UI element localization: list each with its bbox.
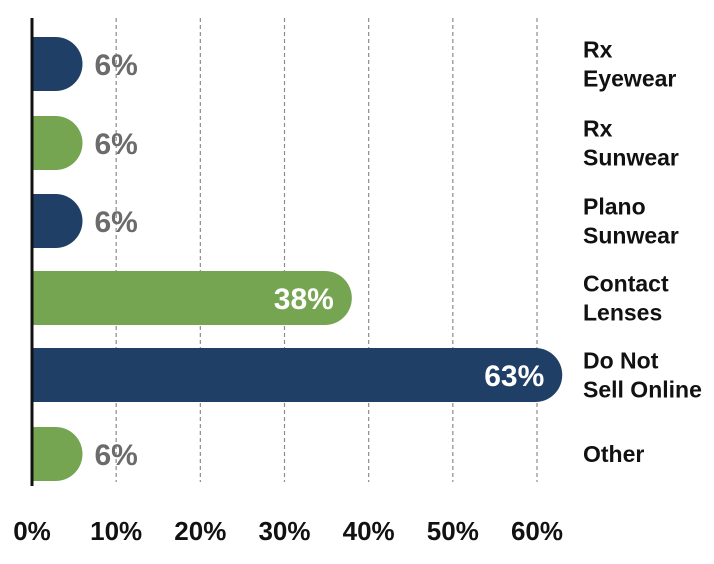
category-label-line: Rx	[583, 116, 613, 142]
x-tick-labels: 0% 10% 20% 30% 40% 50% 60%	[13, 516, 563, 546]
category-label-5: Other	[583, 441, 644, 467]
category-label-4: Do Not Sell Online	[583, 348, 702, 403]
bar-2	[32, 194, 83, 248]
category-label-line: Plano	[583, 194, 646, 220]
bar-1	[32, 116, 83, 170]
x-tick-label-50: 50%	[427, 516, 479, 546]
x-tick-label-60: 60%	[511, 516, 563, 546]
bar-4	[32, 348, 563, 402]
category-label-1: Rx Sunwear	[583, 116, 679, 171]
bars	[32, 37, 563, 482]
gridlines	[115, 18, 538, 482]
x-tick-label-40: 40%	[343, 516, 395, 546]
bar-3	[32, 271, 352, 325]
category-label-3: Contact Lenses	[583, 271, 669, 326]
x-tick-label-10: 10%	[90, 516, 142, 546]
category-label-line: Do Not	[583, 348, 659, 374]
x-tick-label-20: 20%	[174, 516, 226, 546]
category-labels: Rx Eyewear Rx Sunwear Plano Sunwear Contact Len…	[583, 37, 702, 468]
category-label-line: Rx	[583, 37, 613, 63]
category-label-0: Rx Eyewear	[583, 37, 676, 92]
bar-5	[32, 427, 83, 482]
category-label-line: Other	[583, 441, 644, 467]
value-label-1: 6%	[95, 128, 138, 161]
bar-0	[32, 37, 83, 91]
category-label-line: Contact	[583, 271, 669, 297]
value-label-0: 6%	[95, 49, 138, 82]
category-label-line: Sunwear	[583, 223, 679, 249]
category-label-line: Sunwear	[583, 145, 679, 171]
x-tick-label-0: 0%	[13, 516, 51, 546]
x-tick-label-30: 30%	[258, 516, 310, 546]
value-label-4: 63%	[484, 360, 544, 393]
category-label-line: Eyewear	[583, 66, 676, 92]
category-label-line: Lenses	[583, 300, 662, 326]
category-label-line: Sell Online	[583, 377, 702, 403]
value-label-5: 6%	[95, 439, 138, 472]
value-label-2: 6%	[95, 206, 138, 239]
value-labels: 6% 6% 6% 38% 63% 6%	[95, 49, 545, 472]
category-label-2: Plano Sunwear	[583, 194, 679, 249]
value-label-3: 38%	[274, 283, 334, 316]
